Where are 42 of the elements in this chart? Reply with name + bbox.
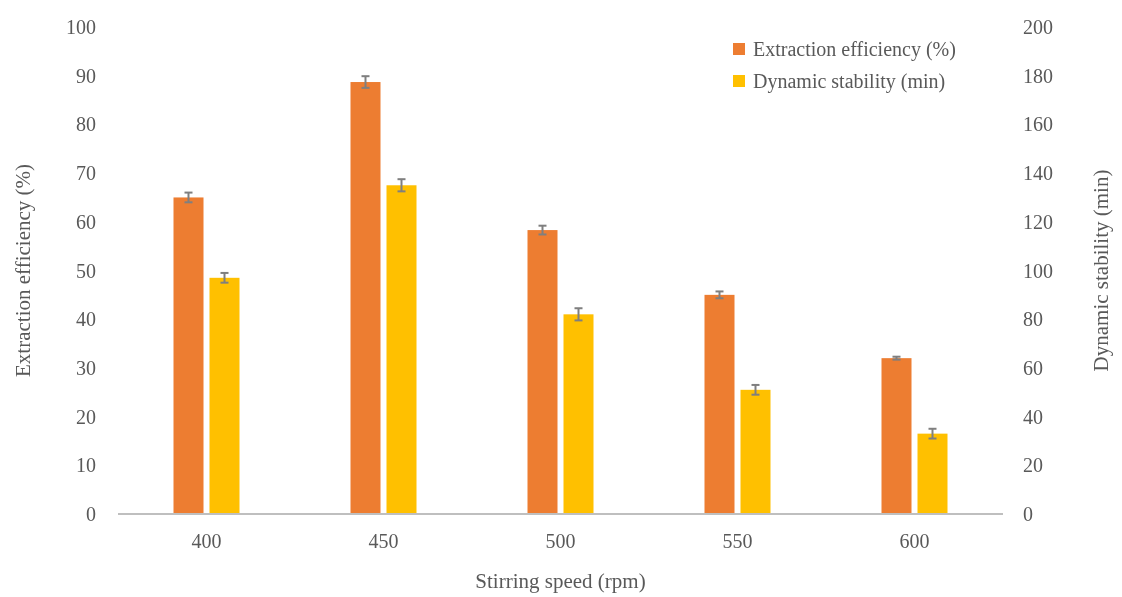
- bar: [350, 82, 381, 514]
- y-axis-title: Extraction efficiency (%): [11, 163, 35, 378]
- x-tick-label: 600: [899, 530, 930, 552]
- bar: [917, 433, 948, 514]
- x-axis-title: Stirring speed (rpm): [475, 569, 646, 593]
- y2-tick-label: 200: [1023, 16, 1053, 38]
- y2-tick-label: 0: [1023, 503, 1033, 525]
- x-tick-label: 550: [722, 530, 753, 552]
- y2-tick-label: 20: [1023, 454, 1043, 477]
- x-tick-label: 400: [191, 530, 222, 552]
- y-tick-label: 20: [76, 405, 96, 428]
- bar: [563, 314, 594, 514]
- y-tick-label: 100: [66, 16, 96, 38]
- x-tick-label: 450: [368, 530, 399, 552]
- y-tick-label: 70: [76, 162, 96, 185]
- y-tick-label: 30: [76, 356, 96, 379]
- y-tick-label: 90: [76, 64, 96, 87]
- bar: [881, 358, 912, 514]
- y-tick-label: 40: [76, 308, 96, 331]
- bar: [386, 185, 417, 514]
- y-tick-label: 10: [76, 454, 96, 477]
- bar: [173, 197, 204, 514]
- y-tick-label: 50: [76, 259, 96, 282]
- y-tick-label: 0: [86, 503, 96, 525]
- y2-tick-label: 80: [1023, 308, 1043, 331]
- bar: [740, 389, 771, 514]
- x-tick-label: 500: [545, 530, 576, 552]
- y-tick-label: 60: [76, 210, 96, 233]
- y2-tick-label: 100: [1023, 259, 1053, 282]
- y2-tick-label: 140: [1023, 162, 1053, 185]
- y2-tick-label: 40: [1023, 405, 1043, 428]
- y2-tick-label: 160: [1023, 113, 1053, 136]
- y-tick-label: 80: [76, 113, 96, 136]
- bar: [704, 294, 735, 514]
- y2-tick-label: 60: [1023, 356, 1043, 379]
- y2-axis-title: Dynamic stability (min): [1089, 169, 1113, 372]
- bar: [209, 277, 240, 514]
- bar: [527, 230, 558, 514]
- y2-tick-label: 180: [1023, 64, 1053, 87]
- legend-label: Extraction efficiency (%): [753, 38, 956, 61]
- legend-label: Dynamic stability (min): [753, 70, 946, 93]
- y2-tick-label: 120: [1023, 210, 1053, 233]
